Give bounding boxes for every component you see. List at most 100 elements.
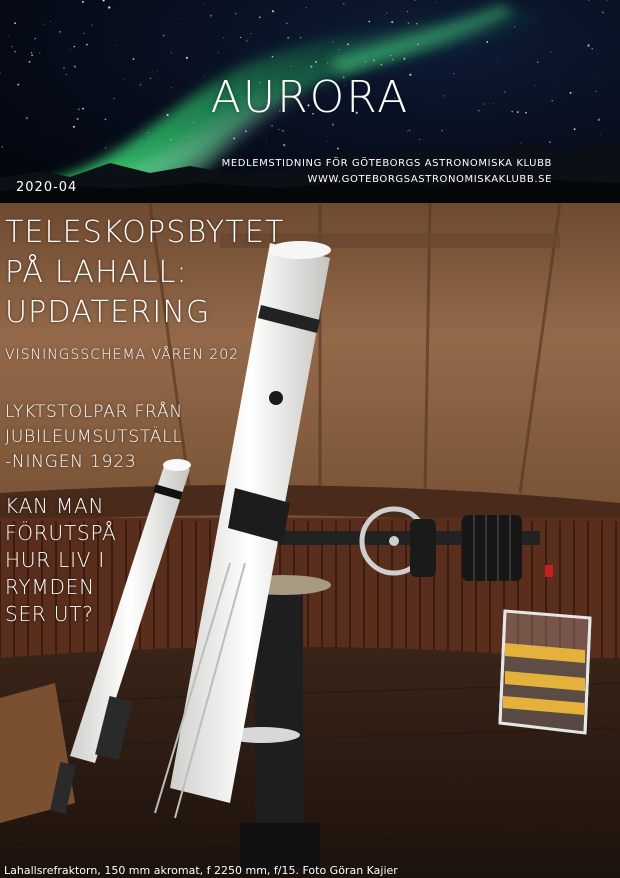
star (258, 16, 261, 19)
star (234, 12, 237, 15)
star (504, 91, 506, 93)
issue-number: 2020-04 (16, 180, 78, 195)
star (549, 141, 551, 143)
star (170, 87, 172, 89)
star (534, 84, 536, 86)
star (69, 48, 71, 50)
star (86, 43, 88, 46)
star (217, 52, 219, 53)
star (407, 22, 410, 25)
star (104, 147, 107, 149)
star (436, 1, 438, 3)
star (139, 83, 142, 86)
headline-lampposts: LYKTSTOLPAR FRÅN JUBILEUMSUTSTÄLL -NINGE… (5, 400, 183, 475)
headline-line: KAN MAN (5, 494, 105, 518)
star (497, 61, 498, 63)
star (271, 125, 273, 127)
headline-line: TELESKOPSBYTET (5, 215, 285, 250)
star (83, 32, 86, 35)
star (449, 47, 450, 49)
mountain-silhouette (0, 141, 620, 203)
star (312, 112, 314, 115)
headline-line: SER UT? (5, 602, 94, 626)
star (11, 45, 13, 48)
star (406, 10, 409, 13)
star (327, 141, 328, 142)
star (331, 123, 335, 126)
star (486, 41, 489, 43)
star (73, 45, 75, 48)
headline-line: FÖRUTSPÅ (5, 521, 117, 545)
star (115, 45, 116, 46)
star (591, 48, 593, 50)
star (537, 61, 539, 63)
star (271, 10, 275, 13)
star (386, 12, 388, 14)
star (283, 144, 286, 147)
star (595, 90, 597, 92)
star (394, 97, 396, 99)
star (299, 36, 302, 39)
star (17, 83, 20, 86)
star (204, 3, 206, 5)
headline-viewing-schedule: VISNINGSSCHEMA VÅREN 202 (5, 347, 240, 363)
star (516, 111, 519, 114)
star (81, 0, 84, 3)
star (25, 116, 28, 120)
star (202, 76, 204, 77)
star (573, 128, 576, 131)
star (405, 0, 407, 2)
star (63, 67, 65, 69)
star (245, 39, 248, 42)
star (606, 0, 608, 2)
masthead-subtitle: MEDLEMSTIDNING FÖR GÖTEBORGS ASTRONOMISK… (222, 156, 552, 188)
star (483, 103, 485, 105)
subtitle-website: WWW.GOTEBORGSASTRONOMISKAKLUBB.SE (307, 174, 552, 185)
star (113, 98, 115, 100)
star (307, 104, 310, 107)
star (185, 56, 189, 60)
star (588, 0, 590, 1)
star (477, 109, 480, 112)
star (14, 22, 17, 25)
photo-caption: Lahallsrefraktorn, 150 mm akromat, f 225… (4, 864, 398, 877)
star (14, 50, 17, 53)
star (108, 6, 111, 9)
magazine-title: AURORA (210, 72, 410, 123)
star (30, 52, 33, 54)
star (209, 14, 212, 17)
star (305, 7, 307, 9)
cover-header: AURORA MEDLEMSTIDNING FÖR GÖTEBORGS ASTR… (0, 0, 620, 203)
star (597, 118, 601, 121)
star (344, 84, 346, 86)
star (156, 70, 158, 72)
star (43, 23, 45, 25)
star (337, 147, 339, 150)
star (82, 107, 84, 110)
headline-line: JUBILEUMSUTSTÄLL (5, 427, 183, 447)
headline-line: UPDATERING (5, 295, 211, 330)
star (286, 22, 288, 25)
star (287, 36, 290, 39)
star (408, 129, 410, 131)
star (419, 138, 421, 140)
star (34, 37, 36, 40)
star (414, 0, 416, 1)
star (355, 111, 358, 114)
star (104, 5, 105, 6)
star (1, 145, 4, 148)
headline-telescope-swap: TELESKOPSBYTET PÅ LAHALL: UPDATERING (5, 213, 285, 333)
star (587, 44, 590, 47)
star (123, 78, 125, 80)
star (77, 108, 80, 111)
star (91, 24, 93, 26)
star (554, 84, 555, 86)
star (132, 58, 135, 60)
star (58, 30, 61, 33)
star (342, 76, 345, 79)
star (222, 37, 224, 39)
star (0, 72, 1, 74)
headline-line: LYKTSTOLPAR FRÅN (5, 402, 183, 422)
headline-line: HUR LIV I (5, 548, 106, 572)
